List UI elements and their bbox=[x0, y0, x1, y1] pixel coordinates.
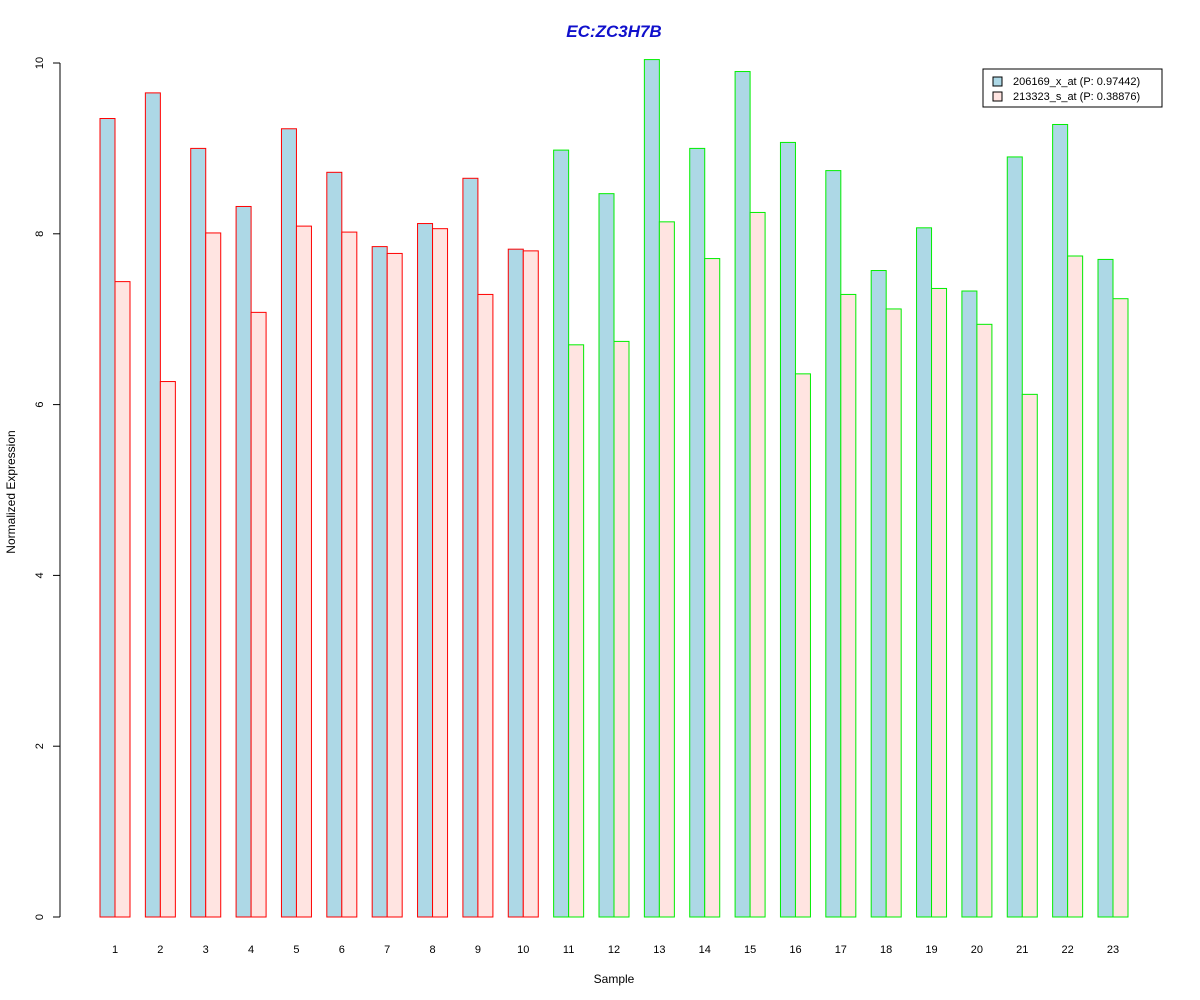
bar-series2-sample-9 bbox=[477, 293, 494, 918]
bar-series2-sample-5 bbox=[295, 225, 312, 918]
bar-series1-sample-16 bbox=[779, 141, 796, 918]
legend-box bbox=[982, 68, 1163, 108]
bar-series2-sample-12 bbox=[613, 340, 630, 918]
bar-series2-sample-8 bbox=[432, 228, 449, 918]
bar-series1-sample-12 bbox=[598, 193, 615, 918]
x-tick-label: 7 bbox=[384, 944, 390, 956]
legend: 206169_x_at (P: 0.97442) 213323_s_at (P: … bbox=[982, 68, 1163, 108]
bar-series2-sample-19 bbox=[931, 287, 948, 918]
bar-series2-sample-2 bbox=[159, 381, 176, 918]
bar-series1-sample-21 bbox=[1006, 156, 1023, 918]
y-tick-label: 10 bbox=[34, 57, 46, 69]
x-tick-label: 23 bbox=[1107, 944, 1119, 956]
bar-series1-sample-7 bbox=[371, 246, 388, 918]
x-tick-label: 13 bbox=[653, 944, 665, 956]
x-tick-label: 6 bbox=[339, 944, 345, 956]
bar-series2-sample-22 bbox=[1067, 255, 1084, 918]
x-tick-label: 20 bbox=[971, 944, 983, 956]
y-tick-label: 0 bbox=[34, 914, 46, 920]
x-tick-label: 18 bbox=[880, 944, 892, 956]
x-tick-label: 15 bbox=[744, 944, 756, 956]
x-tick-label: 19 bbox=[925, 944, 937, 956]
bar-series2-sample-11 bbox=[568, 344, 585, 918]
x-tick-label: 22 bbox=[1062, 944, 1074, 956]
x-tick-label: 4 bbox=[248, 944, 254, 956]
y-tick-label: 2 bbox=[34, 743, 46, 749]
bar-series2-sample-17 bbox=[840, 293, 857, 918]
y-axis: 0 2 4 6 8 10 bbox=[34, 57, 61, 920]
bar-series2-sample-4 bbox=[250, 311, 267, 918]
bar-series1-sample-17 bbox=[825, 170, 842, 918]
bars-group bbox=[99, 59, 1129, 918]
bar-series2-sample-10 bbox=[522, 250, 539, 918]
bar-series1-sample-9 bbox=[462, 177, 479, 918]
x-tick-label: 3 bbox=[203, 944, 209, 956]
bar-series2-sample-15 bbox=[749, 211, 766, 918]
bar-series1-sample-11 bbox=[553, 149, 570, 918]
x-tick-label: 17 bbox=[835, 944, 847, 956]
x-tick-label: 2 bbox=[157, 944, 163, 956]
legend-swatch bbox=[992, 76, 1003, 87]
x-tick-label: 14 bbox=[699, 944, 711, 956]
x-tick-label: 12 bbox=[608, 944, 620, 956]
x-tick-label: 16 bbox=[789, 944, 801, 956]
bar-series1-sample-20 bbox=[961, 290, 978, 918]
bar-series2-sample-1 bbox=[114, 281, 131, 918]
bar-series1-sample-18 bbox=[870, 270, 887, 918]
x-tick-label: 8 bbox=[429, 944, 435, 956]
y-tick-label: 4 bbox=[34, 572, 46, 578]
bar-series1-sample-1 bbox=[99, 118, 116, 918]
y-tick-label: 6 bbox=[34, 402, 46, 408]
bar-series2-sample-6 bbox=[341, 231, 358, 918]
chart-title: EC:ZC3H7B bbox=[566, 22, 661, 41]
y-axis-label: Normalized Expression bbox=[4, 430, 18, 553]
bar-series1-sample-8 bbox=[417, 223, 434, 918]
x-tick-labels: 1 2 3 4 5 6 7 8 9 10 11 12 13 14 15 16 17 18 19 20 21 22 23 bbox=[112, 944, 1119, 956]
x-tick-label: 9 bbox=[475, 944, 481, 956]
legend-swatch bbox=[992, 91, 1003, 102]
bar-series1-sample-10 bbox=[507, 248, 524, 918]
bar-series1-sample-22 bbox=[1052, 123, 1069, 918]
x-axis-label: Sample bbox=[594, 972, 635, 986]
bar-series1-sample-6 bbox=[326, 171, 343, 918]
x-tick-label: 21 bbox=[1016, 944, 1028, 956]
bar-series2-sample-16 bbox=[794, 373, 811, 918]
bar-series1-sample-19 bbox=[916, 227, 933, 918]
x-tick-label: 5 bbox=[293, 944, 299, 956]
bar-series1-sample-4 bbox=[235, 205, 252, 918]
bar-series2-sample-14 bbox=[704, 258, 721, 918]
legend-label: 213323_s_at (P: 0.38876) bbox=[1013, 91, 1140, 103]
legend-label: 206169_x_at (P: 0.97442) bbox=[1013, 76, 1140, 88]
x-tick-label: 10 bbox=[517, 944, 529, 956]
bar-series1-sample-2 bbox=[144, 92, 161, 918]
bar-series1-sample-23 bbox=[1097, 258, 1114, 918]
bar-series2-sample-18 bbox=[885, 308, 902, 918]
bar-series2-sample-7 bbox=[386, 252, 403, 918]
bar-series2-sample-13 bbox=[658, 221, 675, 918]
bar-series2-sample-3 bbox=[205, 232, 222, 918]
bar-series1-sample-5 bbox=[280, 128, 297, 918]
x-tick-label: 1 bbox=[112, 944, 118, 956]
bar-series2-sample-21 bbox=[1021, 393, 1038, 918]
bar-series1-sample-15 bbox=[734, 71, 751, 918]
bar-series1-sample-13 bbox=[643, 59, 660, 918]
x-tick-label: 11 bbox=[563, 944, 574, 956]
y-tick-label: 8 bbox=[34, 231, 46, 237]
bar-series1-sample-3 bbox=[190, 147, 207, 918]
bar-series2-sample-23 bbox=[1112, 298, 1129, 918]
bar-series2-sample-20 bbox=[976, 323, 993, 918]
bar-series1-sample-14 bbox=[689, 147, 706, 918]
